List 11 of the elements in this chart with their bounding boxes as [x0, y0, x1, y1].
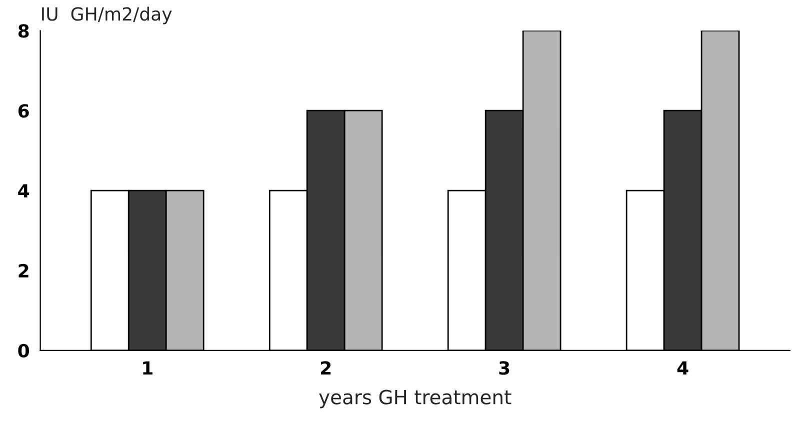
x-tick-label: 3 — [499, 361, 510, 375]
y-tick-label: 2 — [18, 264, 28, 278]
y-tick-label: 4 — [18, 184, 30, 198]
x-tick-label: 1 — [143, 361, 152, 375]
x-axis-title: years GH treatment — [319, 390, 512, 408]
x-tick-label: 2 — [321, 361, 331, 375]
y-tick-label: 8 — [18, 24, 29, 38]
y-tick-label: 0 — [18, 344, 30, 358]
x-tick-label: 4 — [677, 361, 688, 375]
y-axis-title: IU GH/m2/day — [42, 6, 172, 24]
y-tick-label: 6 — [18, 104, 29, 118]
